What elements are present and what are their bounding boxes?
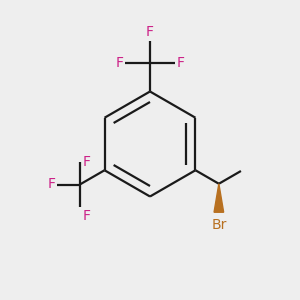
Text: F: F: [82, 208, 90, 223]
Text: F: F: [116, 56, 124, 70]
Text: F: F: [82, 155, 90, 169]
Text: Br: Br: [211, 218, 226, 232]
Polygon shape: [214, 184, 224, 212]
Text: F: F: [48, 178, 56, 191]
Text: F: F: [176, 56, 184, 70]
Text: F: F: [146, 25, 154, 39]
